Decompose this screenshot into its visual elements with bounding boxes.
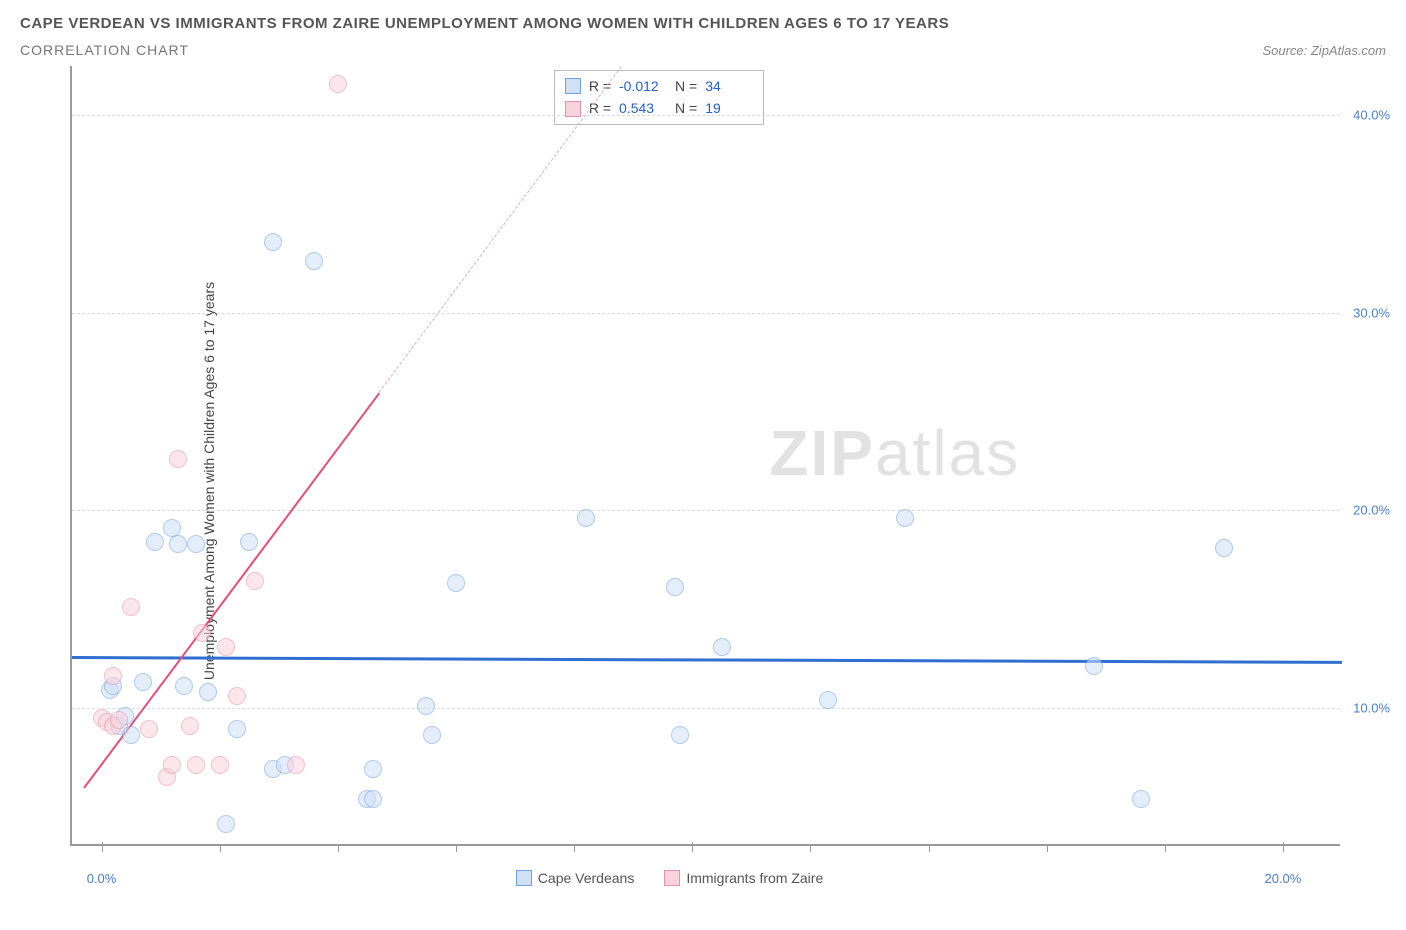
data-point: [187, 535, 205, 553]
stat-n-value: 34: [705, 75, 753, 97]
data-point: [666, 578, 684, 596]
data-point: [228, 720, 246, 738]
data-point: [305, 252, 323, 270]
data-point: [169, 535, 187, 553]
data-point: [1085, 657, 1103, 675]
x-tick-label: 0.0%: [87, 871, 117, 886]
x-tick-minor: [574, 844, 575, 852]
legend-item: Immigrants from Zaire: [664, 870, 823, 886]
stat-r-value: -0.012: [619, 75, 667, 97]
stat-n-value: 19: [705, 97, 753, 119]
stat-r-value: 0.543: [619, 97, 667, 119]
x-tick-minor: [1165, 844, 1166, 852]
data-point: [122, 726, 140, 744]
data-point: [423, 726, 441, 744]
data-point: [417, 697, 435, 715]
data-point: [169, 450, 187, 468]
y-tick-label: 10.0%: [1345, 700, 1390, 715]
stats-row: R = 0.543 N = 19: [565, 97, 753, 119]
gridline: [72, 510, 1340, 511]
legend-swatch: [565, 101, 581, 117]
stat-r-label: R =: [589, 97, 611, 119]
data-point: [287, 756, 305, 774]
stats-row: R =-0.012N =34: [565, 75, 753, 97]
x-tick-minor: [456, 844, 457, 852]
data-point: [181, 717, 199, 735]
series-legend: Cape Verdeans Immigrants from Zaire: [516, 870, 823, 886]
chart-header: CAPE VERDEAN VS IMMIGRANTS FROM ZAIRE UN…: [20, 15, 1386, 58]
data-point: [193, 624, 211, 642]
y-tick-label: 20.0%: [1345, 503, 1390, 518]
data-point: [671, 726, 689, 744]
data-point: [447, 574, 465, 592]
stat-n-label: N =: [675, 75, 697, 97]
x-tick: [102, 842, 103, 852]
plot-area: ZIPatlas R =-0.012N =34R =0.543N =19 Cap…: [70, 66, 1340, 846]
data-point: [228, 687, 246, 705]
data-point: [122, 598, 140, 616]
legend-label: Immigrants from Zaire: [686, 870, 823, 886]
data-point: [364, 760, 382, 778]
data-point: [104, 667, 122, 685]
data-point: [211, 756, 229, 774]
x-tick-minor: [929, 844, 930, 852]
data-point: [140, 720, 158, 738]
legend-label: Cape Verdeans: [538, 870, 635, 886]
y-tick-label: 30.0%: [1345, 305, 1390, 320]
x-tick-label: 20.0%: [1264, 871, 1301, 886]
x-tick: [1283, 842, 1284, 852]
x-tick: [692, 842, 693, 852]
trend-line: [72, 656, 1342, 663]
data-point: [175, 677, 193, 695]
x-tick-minor: [810, 844, 811, 852]
data-point: [217, 638, 235, 656]
data-point: [896, 509, 914, 527]
data-point: [110, 711, 128, 729]
data-point: [329, 75, 347, 93]
legend-swatch: [516, 870, 532, 886]
data-point: [1132, 790, 1150, 808]
chart-title: CAPE VERDEAN VS IMMIGRANTS FROM ZAIRE UN…: [20, 15, 1386, 32]
data-point: [187, 756, 205, 774]
data-point: [1215, 539, 1233, 557]
x-tick-minor: [220, 844, 221, 852]
data-point: [217, 815, 235, 833]
data-point: [240, 533, 258, 551]
y-tick-label: 40.0%: [1345, 108, 1390, 123]
x-tick-minor: [1047, 844, 1048, 852]
stats-legend-box: R = -0.012 N = 34R = 0.543 N = 19: [554, 70, 764, 125]
x-tick-minor: [338, 844, 339, 852]
data-point: [264, 233, 282, 251]
data-point: [199, 683, 217, 701]
legend-swatch: [565, 78, 581, 94]
data-point: [577, 509, 595, 527]
stat-n-label: N =: [675, 97, 697, 119]
chart-subtitle: CORRELATION CHART: [20, 42, 189, 58]
data-point: [163, 756, 181, 774]
data-point: [819, 691, 837, 709]
gridline: [72, 313, 1340, 314]
gridline: [72, 115, 1340, 116]
data-point: [713, 638, 731, 656]
data-point: [134, 673, 152, 691]
watermark: ZIPatlas: [769, 416, 1020, 490]
legend-item: Cape Verdeans: [516, 870, 635, 886]
data-point: [146, 533, 164, 551]
legend-swatch: [664, 870, 680, 886]
data-point: [364, 790, 382, 808]
data-point: [246, 572, 264, 590]
chart-source: Source: ZipAtlas.com: [1262, 43, 1386, 58]
gridline: [72, 708, 1340, 709]
correlation-chart: Unemployment Among Women with Children A…: [20, 66, 1386, 896]
